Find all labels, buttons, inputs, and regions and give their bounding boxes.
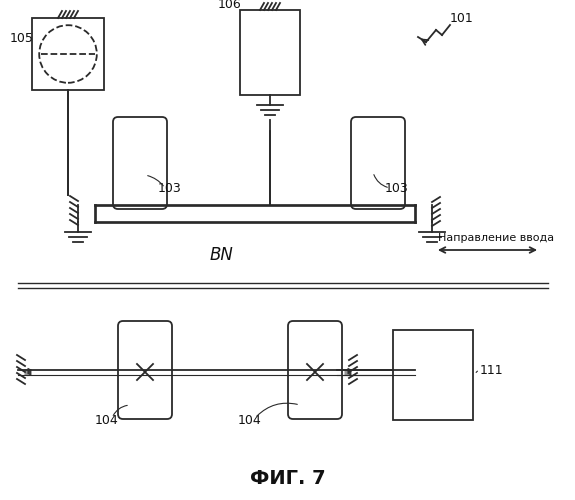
- Text: 104: 104: [95, 414, 119, 426]
- Text: 106: 106: [218, 0, 242, 12]
- Bar: [32, 18, 104, 90]
- Text: 101: 101: [450, 12, 474, 24]
- Text: 103: 103: [158, 182, 182, 194]
- Text: 105: 105: [10, 32, 34, 44]
- Text: 104: 104: [238, 414, 262, 426]
- Text: BN: BN: [210, 246, 234, 264]
- Text: 103: 103: [385, 182, 409, 194]
- Text: ФИГ. 7: ФИГ. 7: [250, 468, 326, 487]
- Bar: [240, 10, 300, 95]
- Text: Направление ввода: Направление ввода: [438, 233, 554, 243]
- Text: 111: 111: [480, 364, 504, 376]
- Bar: [393, 330, 473, 420]
